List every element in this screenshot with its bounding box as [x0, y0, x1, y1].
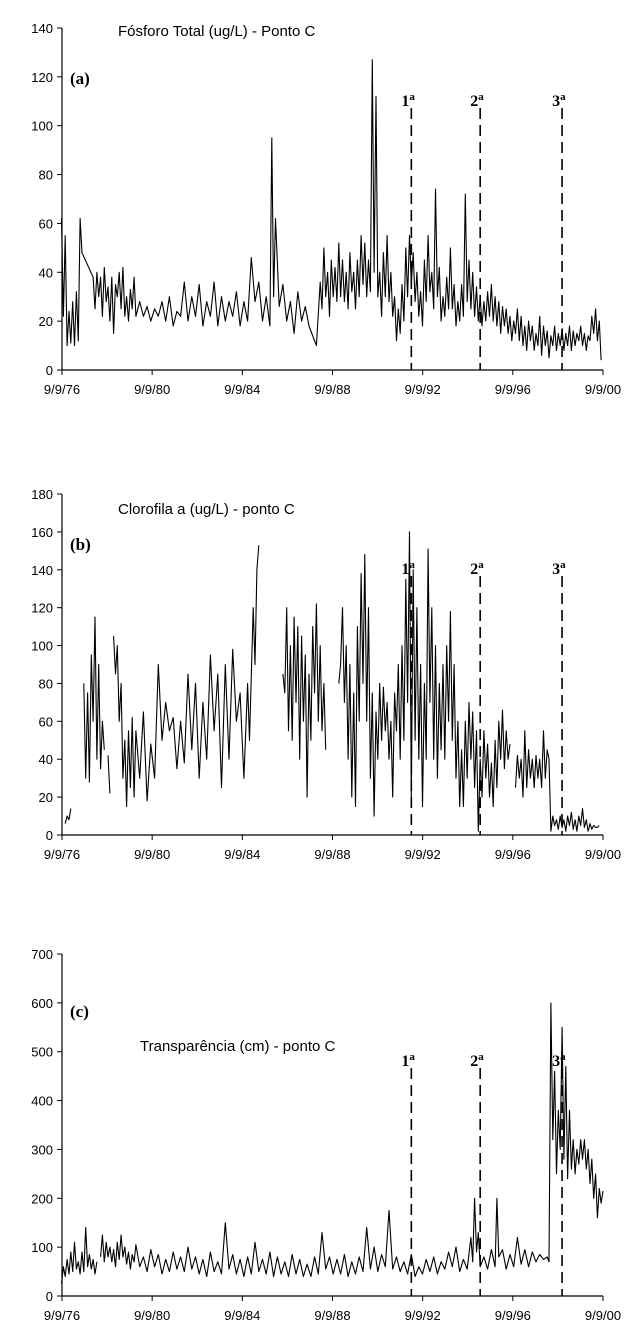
chart-panel-1: 0 20 40 60 80 100 120 140 9/9/76 9/9/80 9/9/84 9/9/… — [31, 21, 621, 397]
series-line — [107, 755, 111, 794]
y-tick-label: 140 — [31, 21, 53, 36]
y-tick-label: 80 — [39, 168, 53, 183]
chart-title: Fósforo Total (ug/L) - Ponto C — [118, 23, 315, 40]
series-line — [282, 603, 327, 798]
event-marker-number: 2 — [470, 561, 478, 578]
event-marker-label: 3a — [552, 91, 566, 110]
event-marker-number: 3 — [552, 1053, 560, 1070]
y-tick-label: 0 — [46, 363, 53, 378]
x-tick-label: 9/9/80 — [134, 382, 170, 397]
event-marker-superscript: a — [409, 91, 415, 103]
x-tick-label: 9/9/84 — [224, 1308, 260, 1323]
y-tick-label: 80 — [39, 676, 53, 691]
x-tick-label: 9/9/80 — [134, 847, 170, 862]
x-tick-label: 9/9/96 — [495, 847, 531, 862]
x-tick-label: 9/9/76 — [44, 382, 80, 397]
x-tick-label: 9/9/92 — [405, 847, 441, 862]
y-tick-label: 180 — [31, 487, 53, 502]
x-tick-label: 9/9/96 — [495, 1308, 531, 1323]
x-tick-label: 9/9/84 — [224, 847, 260, 862]
y-tick-label: 60 — [39, 714, 53, 729]
event-marker-number: 3 — [552, 93, 560, 110]
event-marker-label: 2a — [470, 91, 484, 110]
series-line — [64, 808, 72, 824]
x-tick-label: 9/9/88 — [314, 847, 350, 862]
y-tick-label: 120 — [31, 70, 53, 85]
chart-panel-2: 0 20 40 60 80 100 120 140 160 180 9/9/76 9/9/80 9/9/… — [31, 487, 621, 862]
event-marker-number: 1 — [401, 93, 409, 110]
series-line — [60, 59, 602, 361]
y-tick-label: 40 — [39, 752, 53, 767]
y-tick-label: 400 — [31, 1094, 53, 1109]
x-tick-label: 9/9/76 — [44, 1308, 80, 1323]
event-marker-number: 1 — [401, 1053, 409, 1070]
event-marker-label: 1a — [401, 1051, 415, 1070]
chart-title: Clorofila a (ug/L) - ponto C — [118, 501, 295, 518]
series-line — [83, 616, 105, 783]
event-marker-superscript: a — [478, 559, 484, 571]
x-tick-label: 9/9/88 — [314, 382, 350, 397]
x-tick-label: 9/9/76 — [44, 847, 80, 862]
event-marker-superscript: a — [560, 91, 566, 103]
y-tick-label: 160 — [31, 525, 53, 540]
series-line — [100, 1002, 604, 1278]
y-tick-label: 20 — [39, 314, 53, 329]
y-tick-label: 60 — [39, 216, 53, 231]
x-tick-label: 9/9/96 — [495, 382, 531, 397]
panel-label: (b) — [70, 535, 91, 554]
x-tick-label: 9/9/92 — [405, 382, 441, 397]
y-tick-label: 700 — [31, 947, 53, 962]
x-tick-label: 9/9/00 — [585, 847, 621, 862]
x-tick-label: 9/9/92 — [405, 1308, 441, 1323]
event-marker-superscript: a — [478, 91, 484, 103]
event-marker-label: 3a — [552, 559, 566, 578]
event-marker-label: 3a — [552, 1051, 566, 1070]
event-marker-superscript: a — [478, 1051, 484, 1063]
event-marker-number: 1 — [401, 561, 409, 578]
event-marker-label: 2a — [470, 559, 484, 578]
y-tick-label: 100 — [31, 1240, 53, 1255]
x-tick-label: 9/9/88 — [314, 1308, 350, 1323]
event-marker-number: 3 — [552, 561, 560, 578]
y-tick-label: 200 — [31, 1191, 53, 1206]
series-line — [514, 730, 600, 832]
event-marker-superscript: a — [409, 559, 415, 571]
y-tick-label: 120 — [31, 601, 53, 616]
event-marker-superscript: a — [409, 1051, 415, 1063]
series-line — [338, 531, 511, 832]
event-marker-label: 1a — [401, 559, 415, 578]
x-tick-label: 9/9/84 — [224, 382, 260, 397]
y-tick-label: 20 — [39, 790, 53, 805]
series-line — [113, 545, 260, 808]
y-tick-label: 40 — [39, 265, 53, 280]
x-tick-label: 9/9/00 — [585, 382, 621, 397]
y-tick-label: 100 — [31, 639, 53, 654]
y-tick-label: 100 — [31, 119, 53, 134]
event-marker-number: 2 — [470, 93, 478, 110]
panel-label: (a) — [70, 69, 90, 88]
y-tick-label: 0 — [46, 828, 53, 843]
panel-label: (c) — [70, 1002, 89, 1021]
event-marker-label: 2a — [470, 1051, 484, 1070]
event-marker-superscript: a — [560, 559, 566, 571]
x-tick-label: 9/9/00 — [585, 1308, 621, 1323]
event-marker-number: 2 — [470, 1053, 478, 1070]
chart-panel-3: 0 100 200 300 400 500 600 700 9/9/76 9/9/80 9/9/84… — [31, 947, 621, 1323]
y-tick-label: 500 — [31, 1045, 53, 1060]
y-tick-label: 0 — [46, 1289, 53, 1304]
y-tick-label: 600 — [31, 996, 53, 1011]
series-line — [60, 1227, 98, 1284]
event-marker-superscript: a — [560, 1051, 566, 1063]
x-tick-label: 9/9/80 — [134, 1308, 170, 1323]
event-marker-label: 1a — [401, 91, 415, 110]
chart-title: Transparência (cm) - ponto C — [140, 1038, 336, 1055]
y-tick-label: 140 — [31, 563, 53, 578]
y-tick-label: 300 — [31, 1142, 53, 1157]
